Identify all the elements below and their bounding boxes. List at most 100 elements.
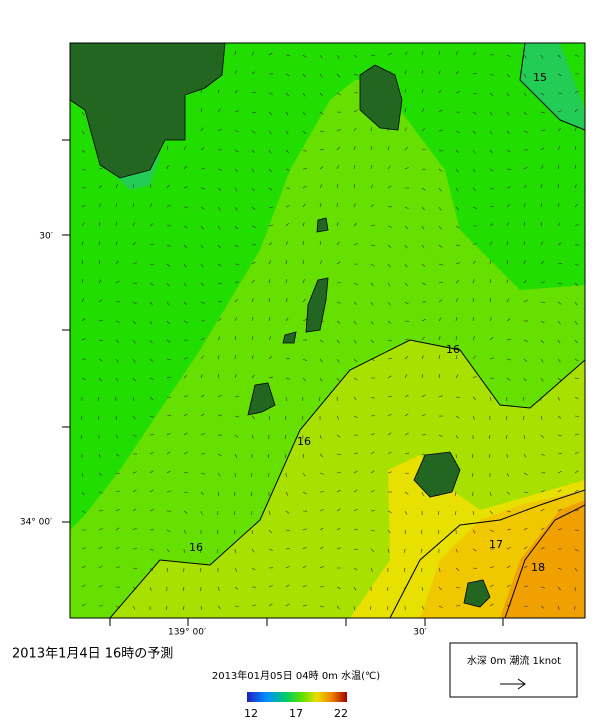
current-arrow	[319, 203, 322, 208]
current-arrow	[455, 510, 457, 515]
current-arrow	[285, 377, 290, 380]
current-arrow	[353, 605, 355, 610]
current-arrow	[166, 414, 171, 417]
current-arrow	[506, 547, 511, 550]
current-arrow	[438, 51, 441, 56]
current-arrow	[455, 415, 460, 419]
current-arrow	[251, 71, 256, 75]
current-arrow	[234, 567, 238, 572]
current-arrow	[319, 453, 323, 458]
current-arrow	[489, 73, 494, 76]
current-arrow	[200, 263, 204, 268]
current-arrow	[149, 586, 152, 591]
current-arrow	[217, 453, 222, 457]
current-arrow	[115, 566, 120, 569]
current-arrow	[285, 453, 287, 459]
current-arrow	[387, 282, 391, 287]
current-arrow	[455, 355, 458, 360]
current-arrow	[438, 355, 440, 360]
current-arrow	[302, 73, 306, 78]
current-arrow	[370, 451, 375, 455]
current-arrow	[455, 130, 460, 134]
current-arrow	[268, 356, 273, 360]
current-arrow	[132, 605, 136, 610]
current-arrow	[455, 187, 459, 192]
current-arrow	[98, 260, 101, 265]
current-arrow	[353, 567, 358, 571]
current-arrow	[285, 111, 289, 116]
current-arrow	[574, 146, 577, 151]
current-arrow	[268, 206, 273, 209]
current-arrow	[285, 415, 287, 421]
current-arrow	[438, 263, 443, 266]
current-arrow	[302, 377, 307, 382]
current-arrow	[115, 490, 120, 493]
subtitle: 2013年01月05日 04時 0m 水温(℃)	[212, 669, 380, 682]
current-arrow	[319, 339, 324, 343]
current-arrow	[421, 89, 424, 94]
current-arrow	[234, 225, 238, 230]
current-arrow	[574, 470, 579, 474]
current-arrow	[438, 317, 442, 322]
current-arrow	[115, 358, 119, 363]
current-arrow	[472, 336, 475, 341]
current-arrow	[285, 149, 289, 154]
current-arrow	[370, 282, 374, 287]
current-arrow	[251, 567, 256, 571]
current-arrow	[234, 51, 237, 56]
current-arrow	[336, 301, 341, 304]
current-arrow	[166, 204, 171, 208]
current-arrow	[302, 111, 306, 116]
current-arrow	[557, 263, 562, 265]
current-arrow	[285, 168, 290, 172]
current-arrow	[455, 70, 459, 75]
current-arrow	[251, 336, 254, 341]
current-arrow	[268, 260, 272, 265]
current-arrow	[217, 225, 221, 230]
current-arrow	[234, 395, 239, 398]
current-arrow	[574, 451, 579, 455]
current-arrow	[302, 565, 307, 569]
current-arrow	[574, 489, 579, 493]
current-arrow	[251, 434, 254, 439]
current-arrow	[540, 605, 545, 609]
current-arrow	[540, 453, 545, 456]
current-arrow	[233, 510, 236, 515]
current-arrow	[370, 529, 375, 532]
current-arrow	[217, 282, 222, 285]
current-arrow	[217, 318, 222, 322]
current-arrow	[540, 377, 544, 382]
current-arrow	[557, 110, 562, 113]
current-arrow	[200, 206, 205, 210]
current-arrow	[540, 490, 545, 493]
current-arrow	[234, 434, 239, 438]
current-arrow	[387, 185, 392, 189]
current-arrow	[336, 358, 340, 363]
current-arrow	[200, 244, 204, 249]
current-arrow	[574, 165, 577, 170]
current-arrow	[404, 472, 409, 474]
current-arrow	[166, 567, 169, 572]
x-label: 30′	[413, 628, 427, 638]
current-arrow	[132, 241, 136, 246]
current-arrow	[574, 377, 579, 380]
current-arrow	[557, 301, 562, 305]
current-arrow	[200, 510, 203, 515]
current-arrow	[387, 451, 392, 455]
current-arrow	[489, 603, 494, 607]
current-arrow	[557, 222, 561, 227]
current-arrow	[336, 222, 339, 227]
current-arrow	[81, 377, 86, 381]
current-arrow	[353, 452, 358, 455]
current-arrow	[132, 471, 137, 474]
current-arrow	[149, 415, 154, 418]
current-arrow	[353, 320, 357, 325]
current-arrow	[183, 567, 185, 573]
current-arrow	[471, 453, 474, 458]
current-arrow	[387, 301, 391, 306]
current-arrow	[234, 298, 239, 303]
colorbar	[247, 692, 347, 702]
current-arrow	[540, 241, 544, 246]
current-arrow	[506, 241, 509, 246]
current-arrow	[455, 298, 459, 303]
